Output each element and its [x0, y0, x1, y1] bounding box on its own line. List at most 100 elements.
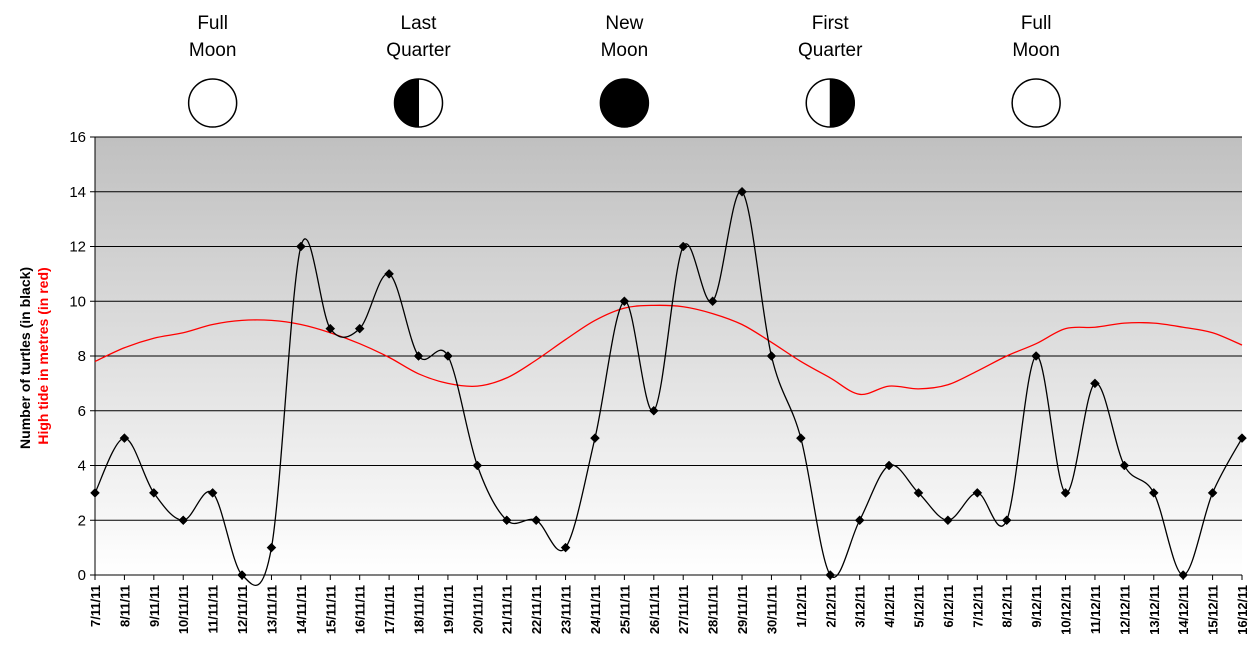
- turtle-point-15/11/11: [325, 323, 336, 334]
- y-tick-label: 12: [69, 239, 86, 256]
- y-tick-label: 8: [78, 348, 86, 365]
- turtle-point-21/11/11: [501, 515, 512, 526]
- y-tick-label: 6: [78, 403, 86, 420]
- x-tick-label: 21/11/11: [500, 585, 515, 634]
- x-tick-label: 14/12/11: [1176, 585, 1191, 635]
- moon-phase-label-line1: Last: [401, 13, 438, 34]
- moon-phase-label-line1: First: [812, 13, 850, 34]
- x-tick-label: 9/12/11: [1029, 585, 1044, 628]
- moon-full-icon: [1011, 78, 1061, 128]
- x-tick-label: 13/12/11: [1147, 585, 1162, 635]
- x-tick-label: 14/11/11: [294, 585, 309, 634]
- moon-phase-label-line2: Quarter: [386, 40, 451, 61]
- moon-phase-label-line1: New: [605, 13, 643, 34]
- turtle-point-14/11/11: [296, 241, 306, 252]
- x-tick-label: 24/11/11: [588, 585, 603, 634]
- moon-phase-label-line2: Quarter: [798, 40, 863, 61]
- turtle-point-13/12/11: [1148, 488, 1159, 498]
- x-tick-label: 9/11/11: [147, 585, 162, 627]
- turtle-point-23/11/11: [560, 542, 571, 553]
- y-tick-label: 16: [69, 129, 86, 146]
- turtle-point-22/11/11: [531, 515, 542, 526]
- turtle-line: [94, 191, 1243, 586]
- turtle-point-11/12/11: [1090, 378, 1100, 389]
- x-tick-label: 28/11/11: [706, 585, 721, 634]
- turtle-point-5/12/11: [913, 488, 924, 498]
- x-tick-label: 16/11/11: [353, 585, 368, 634]
- turtle-point-7/11/11: [90, 488, 100, 498]
- moon-phase-full: Full Moon: [187, 13, 238, 128]
- x-tick-label: 11/11/11: [206, 585, 221, 633]
- axis-labels: Number of turtles (in black) High tide i…: [17, 263, 51, 449]
- x-tick-label: 13/11/11: [264, 585, 279, 634]
- turtle-point-17/11/11: [384, 269, 394, 279]
- x-tick-label: 7/12/11: [970, 585, 985, 628]
- turtle-point-12/12/11: [1119, 460, 1130, 471]
- x-tick-label: 17/11/11: [382, 585, 397, 634]
- turtle-point-27/11/11: [678, 241, 689, 252]
- x-tick-label: 15/11/11: [323, 585, 338, 634]
- y-tick-label: 2: [78, 512, 86, 529]
- y-tick-label: 0: [78, 567, 86, 584]
- y-tick-label: 10: [69, 293, 86, 310]
- y-tick-label: 4: [78, 458, 86, 475]
- moon-first-quarter-icon: [805, 78, 856, 128]
- x-tick-label: 26/11/11: [647, 585, 662, 634]
- tide-line: [94, 304, 1243, 396]
- moon-shadow: [829, 78, 855, 128]
- turtle-point-11/11/11: [207, 488, 218, 498]
- turtle-point-29/11/11: [737, 186, 747, 197]
- turtle-point-15/12/11: [1207, 488, 1218, 498]
- x-tick-label: 25/11/11: [617, 585, 632, 634]
- x-tick-label: 15/12/11: [1206, 585, 1221, 635]
- moon-phase-label-line2: Moon: [601, 40, 649, 61]
- x-tick-label: 5/12/11: [911, 585, 926, 628]
- turtle-point-16/12/11: [1237, 433, 1247, 443]
- x-tick-label: 23/11/11: [559, 585, 574, 634]
- turtle-point-28/11/11: [707, 296, 718, 307]
- x-tick-label: 11/12/11: [1088, 585, 1103, 634]
- x-tick-label: 7/11/11: [88, 585, 103, 627]
- turtle-point-10/11/11: [178, 515, 189, 526]
- turtle-point-10/12/11: [1060, 488, 1071, 498]
- turtle-point-8/12/11: [1001, 515, 1012, 526]
- turtle-point-24/11/11: [590, 433, 600, 443]
- moon-last-quarter-icon: [393, 78, 444, 128]
- turtle-point-19/11/11: [443, 351, 453, 361]
- moon-phase-label-line1: Full: [1021, 13, 1052, 34]
- x-tick-label: 22/11/11: [529, 585, 544, 634]
- x-tick-label: 20/11/11: [470, 585, 485, 634]
- turtle-point-4/12/11: [884, 460, 894, 471]
- turtle-point-18/11/11: [413, 351, 424, 361]
- y-axis-label: Number of turtles (in black) High tide i…: [17, 263, 51, 449]
- moon-full-icon: [187, 78, 238, 128]
- moon-shadow: [394, 78, 420, 128]
- turtle-point-8/11/11: [119, 433, 130, 443]
- x-tick-label: 16/12/11: [1235, 585, 1250, 635]
- moon-phase-first-quarter: First Quarter: [798, 13, 863, 128]
- moon-phase-last-quarter: Last Quarter: [386, 13, 451, 128]
- turtle-point-9/11/11: [148, 488, 159, 498]
- x-tick-label: 8/12/11: [1000, 585, 1015, 628]
- moon-phase-label-line1: Full: [197, 13, 228, 34]
- moon-new-icon: [599, 78, 650, 128]
- x-tick-label: 1/12/11: [794, 585, 809, 628]
- moon-phase-full: Full Moon: [1011, 13, 1061, 128]
- turtle-point-6/12/11: [943, 515, 953, 526]
- moon-phase-header: Full Moon Last Quarter New Moon First Quarter Fu…: [187, 13, 1061, 128]
- y-axis-label-tide: High tide in metres (in red): [35, 267, 51, 444]
- x-tick-label: 4/12/11: [882, 585, 897, 628]
- x-tick-label: 12/12/11: [1117, 585, 1132, 635]
- gridlines: [95, 136, 1242, 521]
- turtle-point-12/11/11: [237, 570, 247, 580]
- turtle-series: [90, 186, 1247, 586]
- x-tick-label: 27/11/11: [676, 585, 691, 634]
- x-tick-label: 10/11/11: [176, 585, 191, 634]
- turtle-point-9/12/11: [1031, 351, 1041, 361]
- turtle-point-30/11/11: [766, 351, 777, 361]
- moon-phase-label-line2: Moon: [1012, 40, 1060, 61]
- y-axis-label-turtles: Number of turtles (in black): [17, 267, 33, 449]
- turtle-point-13/11/11: [266, 542, 277, 553]
- turtle-point-2/12/11: [825, 570, 836, 580]
